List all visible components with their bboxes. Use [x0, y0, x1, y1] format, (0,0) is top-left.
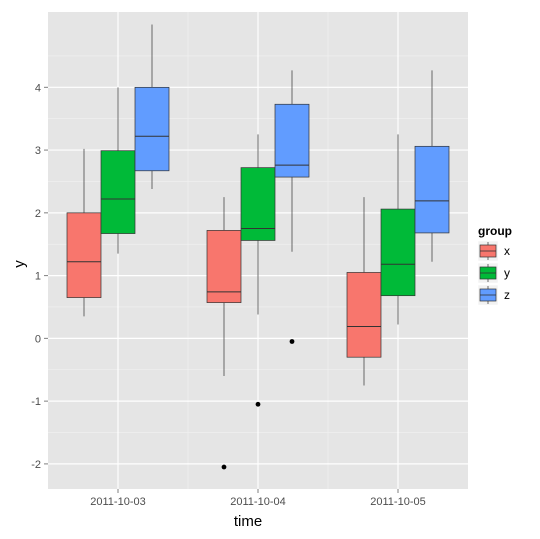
x-tick-label: 2011-10-04: [230, 496, 285, 508]
x-tick-label: 2011-10-05: [370, 496, 425, 508]
box-body: [380, 208, 416, 297]
box-body: [274, 103, 310, 178]
box-body: [346, 272, 382, 358]
box-y-2011-10-04: [240, 134, 276, 407]
outlier-point: [221, 464, 227, 470]
y-tick-label: -1: [31, 396, 41, 408]
y-axis-title: y: [11, 260, 28, 268]
box-z-2011-10-04: [274, 70, 310, 344]
legend-label: x: [504, 244, 510, 258]
y-tick-label: -2: [31, 459, 41, 471]
y-tick-label: 3: [35, 145, 41, 157]
box-body: [100, 150, 136, 234]
box-body: [240, 167, 276, 241]
legend-entry-z: z: [477, 284, 510, 306]
outlier-point: [255, 401, 261, 407]
box-x-2011-10-03: [66, 148, 102, 317]
box-body: [206, 230, 242, 303]
box-body: [134, 86, 170, 172]
box-y-2011-10-03: [100, 87, 136, 254]
legend-entry-x: x: [477, 240, 510, 262]
box-body: [66, 212, 102, 298]
box-z-2011-10-05: [414, 70, 450, 262]
legend-title: group: [478, 224, 512, 238]
box-body: [414, 145, 450, 234]
box-x-2011-10-05: [346, 197, 382, 386]
x-tick-label: 2011-10-03: [90, 496, 145, 508]
x-axis-title: time: [234, 513, 262, 530]
y-tick-label: 2: [35, 208, 41, 220]
box-y-2011-10-05: [380, 134, 416, 325]
box-z-2011-10-03: [134, 24, 170, 189]
legend: group xyz: [477, 224, 512, 306]
legend-label: z: [504, 288, 510, 302]
y-tick-label: 0: [35, 333, 41, 345]
y-tick-label: 4: [35, 82, 41, 94]
axes: -2 -1 0 1 2 3 4 2011-10-03 2011-10-04 2011-10-05: [31, 82, 426, 508]
outlier-point: [289, 339, 295, 344]
box-x-2011-10-04: [206, 197, 242, 470]
y-tick-label: 1: [35, 271, 41, 283]
box-marks: [66, 24, 450, 470]
legend-label: y: [504, 266, 510, 280]
legend-entry-y: y: [477, 262, 510, 284]
